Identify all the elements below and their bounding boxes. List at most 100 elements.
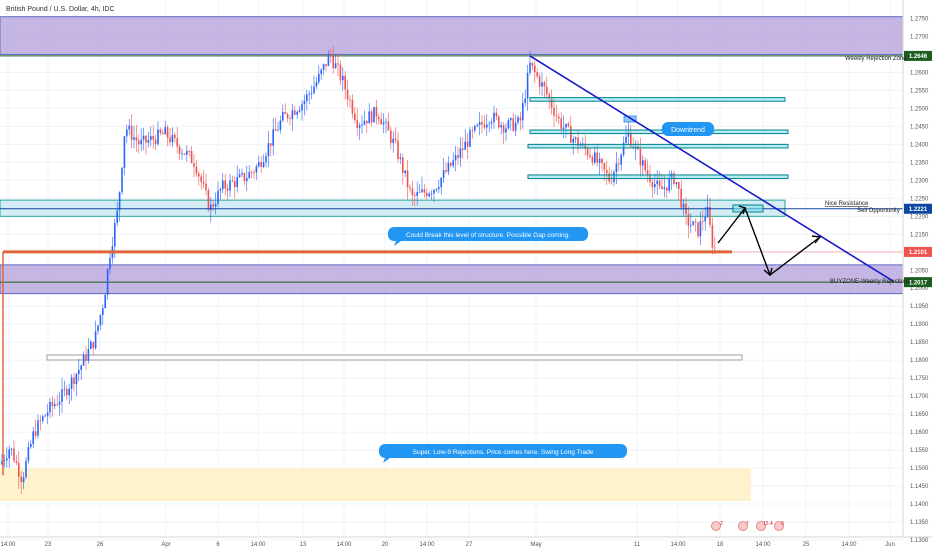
candle-body [397, 140, 399, 159]
downtrend-callout[interactable]: Downtrend [658, 122, 714, 136]
weekly-rejection-zone[interactable] [0, 16, 904, 55]
swing-long-zone[interactable] [0, 468, 751, 502]
candle-body [54, 404, 56, 407]
candle-body [85, 354, 87, 361]
candle-body [699, 221, 702, 237]
candle-body [493, 112, 495, 123]
x-tick-label: 20 [382, 542, 389, 548]
event-badge[interactable]: 7 [738, 521, 750, 531]
swing-bubble-tail [383, 458, 390, 463]
resistance-box[interactable] [527, 174, 789, 180]
candle-body [675, 182, 678, 184]
candle-body [296, 111, 298, 115]
resistance-box[interactable] [529, 97, 786, 102]
candle-body [63, 388, 66, 390]
event-badge[interactable]: 15.4 [756, 521, 773, 531]
candle-body [697, 222, 699, 237]
candle-body [99, 315, 102, 326]
candle-body [188, 151, 190, 152]
candle-body [457, 155, 459, 158]
gap-callout[interactable]: Could Break this level of structure. Pos… [388, 227, 588, 246]
x-tick-label: 13 [300, 542, 307, 548]
candle-body [229, 180, 231, 191]
candle-body [670, 173, 673, 179]
price-label: 1.2646 [909, 54, 928, 60]
candle-body [114, 222, 116, 247]
candle-body [661, 186, 663, 190]
candle-body [514, 122, 517, 131]
y-tick-label: 1.2600 [910, 70, 929, 76]
candle-body [183, 153, 186, 155]
projection-path[interactable] [717, 206, 821, 277]
swing-bubble [379, 444, 627, 458]
candle-body [354, 113, 356, 121]
candle-body [507, 120, 510, 129]
candle-body [70, 377, 73, 389]
candle-body [368, 111, 370, 124]
candle-body [234, 181, 236, 187]
event-badge-label: 7 [746, 521, 749, 527]
candle-body [550, 98, 553, 108]
candle-body [356, 120, 358, 128]
event-badges: 2 7 15.4 3 [711, 521, 785, 531]
candle-body [567, 123, 570, 127]
downtrend-bubble-tail [658, 128, 666, 132]
candle-body [22, 477, 25, 483]
candle-body [658, 180, 661, 187]
candle-body [474, 125, 476, 131]
candle-body [440, 177, 442, 188]
time-axis[interactable]: 14:00 23 26 Apr 6 14:00 13 14:00 20 14:00 27 May 11 1… [0, 542, 894, 548]
candle-body [214, 203, 217, 207]
candle-body [654, 183, 656, 188]
x-tick-label: 18 [717, 542, 724, 548]
y-tick-label: 1.2750 [910, 17, 929, 23]
y-tick-label: 1.2550 [910, 88, 929, 94]
resistance-box[interactable] [529, 129, 789, 135]
resistance-box[interactable] [527, 143, 789, 149]
candle-body [634, 146, 637, 149]
candle-body [159, 129, 162, 134]
candle-body [274, 129, 277, 131]
x-tick-label: 14:00 [0, 542, 16, 548]
candle-body [128, 125, 130, 130]
candle-body [517, 117, 519, 123]
candle-body [529, 62, 531, 73]
candle-body [94, 331, 97, 349]
swing-long-callout[interactable]: Super. Low-9 Rejections. Price comes her… [379, 444, 627, 463]
candle-body [262, 162, 265, 167]
sell-box[interactable] [732, 204, 764, 213]
candle-body [310, 93, 313, 94]
candle-body [342, 75, 344, 81]
price-axis[interactable]: 1.1300 1.1350 1.1400 1.1450 1.1500 1.1550 1.16… [904, 17, 932, 545]
y-tick-label: 1.1450 [910, 484, 929, 490]
candle-body [548, 94, 550, 99]
candle-body [332, 56, 334, 69]
candle-body [349, 99, 351, 101]
candle-body [714, 247, 716, 249]
candle-body [651, 181, 654, 188]
event-badge-label: 2 [720, 521, 723, 527]
marker-box[interactable] [623, 115, 637, 123]
grey-level-box[interactable] [46, 354, 743, 361]
candle-body [512, 118, 514, 131]
downtrend-line[interactable] [529, 55, 894, 282]
event-badge[interactable]: 3 [774, 521, 785, 531]
candle-body [337, 63, 339, 65]
candle-body [639, 149, 642, 166]
candle-body [241, 172, 243, 175]
candle-body [589, 155, 591, 157]
candle-body [541, 82, 543, 87]
event-badge[interactable]: 2 [711, 521, 724, 531]
x-tick-label: 27 [466, 542, 473, 548]
candles [1, 46, 716, 495]
candle-body [66, 388, 68, 396]
structure-band[interactable] [0, 199, 786, 217]
candle-body [346, 89, 349, 100]
candle-body [644, 160, 646, 171]
candle-body [315, 82, 318, 87]
x-tick-label: 14:00 [755, 542, 771, 548]
candle-body [656, 180, 658, 184]
arrowhead [811, 235, 822, 244]
candle-body [421, 189, 423, 192]
